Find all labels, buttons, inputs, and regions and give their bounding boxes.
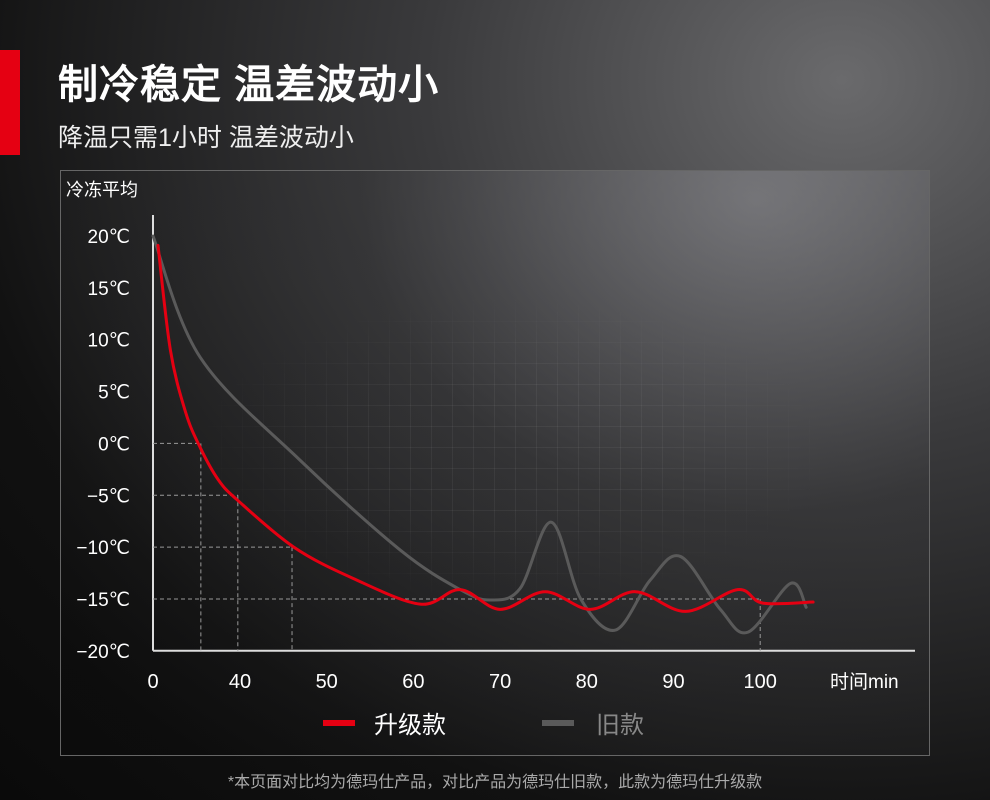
x-tick-label: 80 <box>576 671 598 693</box>
x-tick-label: 100 <box>744 671 777 693</box>
y-axis-label: 冷冻平均 <box>66 180 138 200</box>
y-tick-label: −10℃ <box>76 538 130 559</box>
legend-label-upgraded: 升级款 <box>374 712 446 739</box>
page-title: 制冷稳定 温差波动小 <box>58 63 440 107</box>
y-tick-label: −15℃ <box>76 590 130 611</box>
legend-swatch-old <box>542 720 574 726</box>
legend-label-old: 旧款 <box>596 712 644 739</box>
y-tick-label: 10℃ <box>88 331 130 352</box>
x-axis-label: 时间min <box>830 671 899 693</box>
series-line-upgraded <box>156 243 815 613</box>
chart-frame <box>60 170 930 756</box>
chart-grid-decoration <box>200 300 820 600</box>
accent-bar <box>0 50 20 155</box>
y-tick-label: 0℃ <box>98 434 130 455</box>
x-tick-label: 50 <box>316 671 338 693</box>
y-tick-label: 20℃ <box>88 227 130 248</box>
x-tick-label: 90 <box>662 671 684 693</box>
page-subtitle: 降温只需1小时 温差波动小 <box>58 124 354 152</box>
x-tick-label: 60 <box>402 671 424 693</box>
footer-note: *本页面对比均为德玛仕产品，对比产品为德玛仕旧款，此款为德玛仕升级款 <box>227 774 763 791</box>
y-tick-label: −5℃ <box>87 486 130 507</box>
x-tick-label: 40 <box>229 671 251 693</box>
y-tick-label: 5℃ <box>98 383 130 404</box>
legend-swatch-upgraded <box>323 720 355 726</box>
series-line-old <box>151 234 808 635</box>
x-tick-label: 0 <box>147 671 158 693</box>
x-tick-label: 70 <box>489 671 511 693</box>
y-tick-label: 15℃ <box>88 279 130 300</box>
y-tick-label: −20℃ <box>76 642 130 663</box>
